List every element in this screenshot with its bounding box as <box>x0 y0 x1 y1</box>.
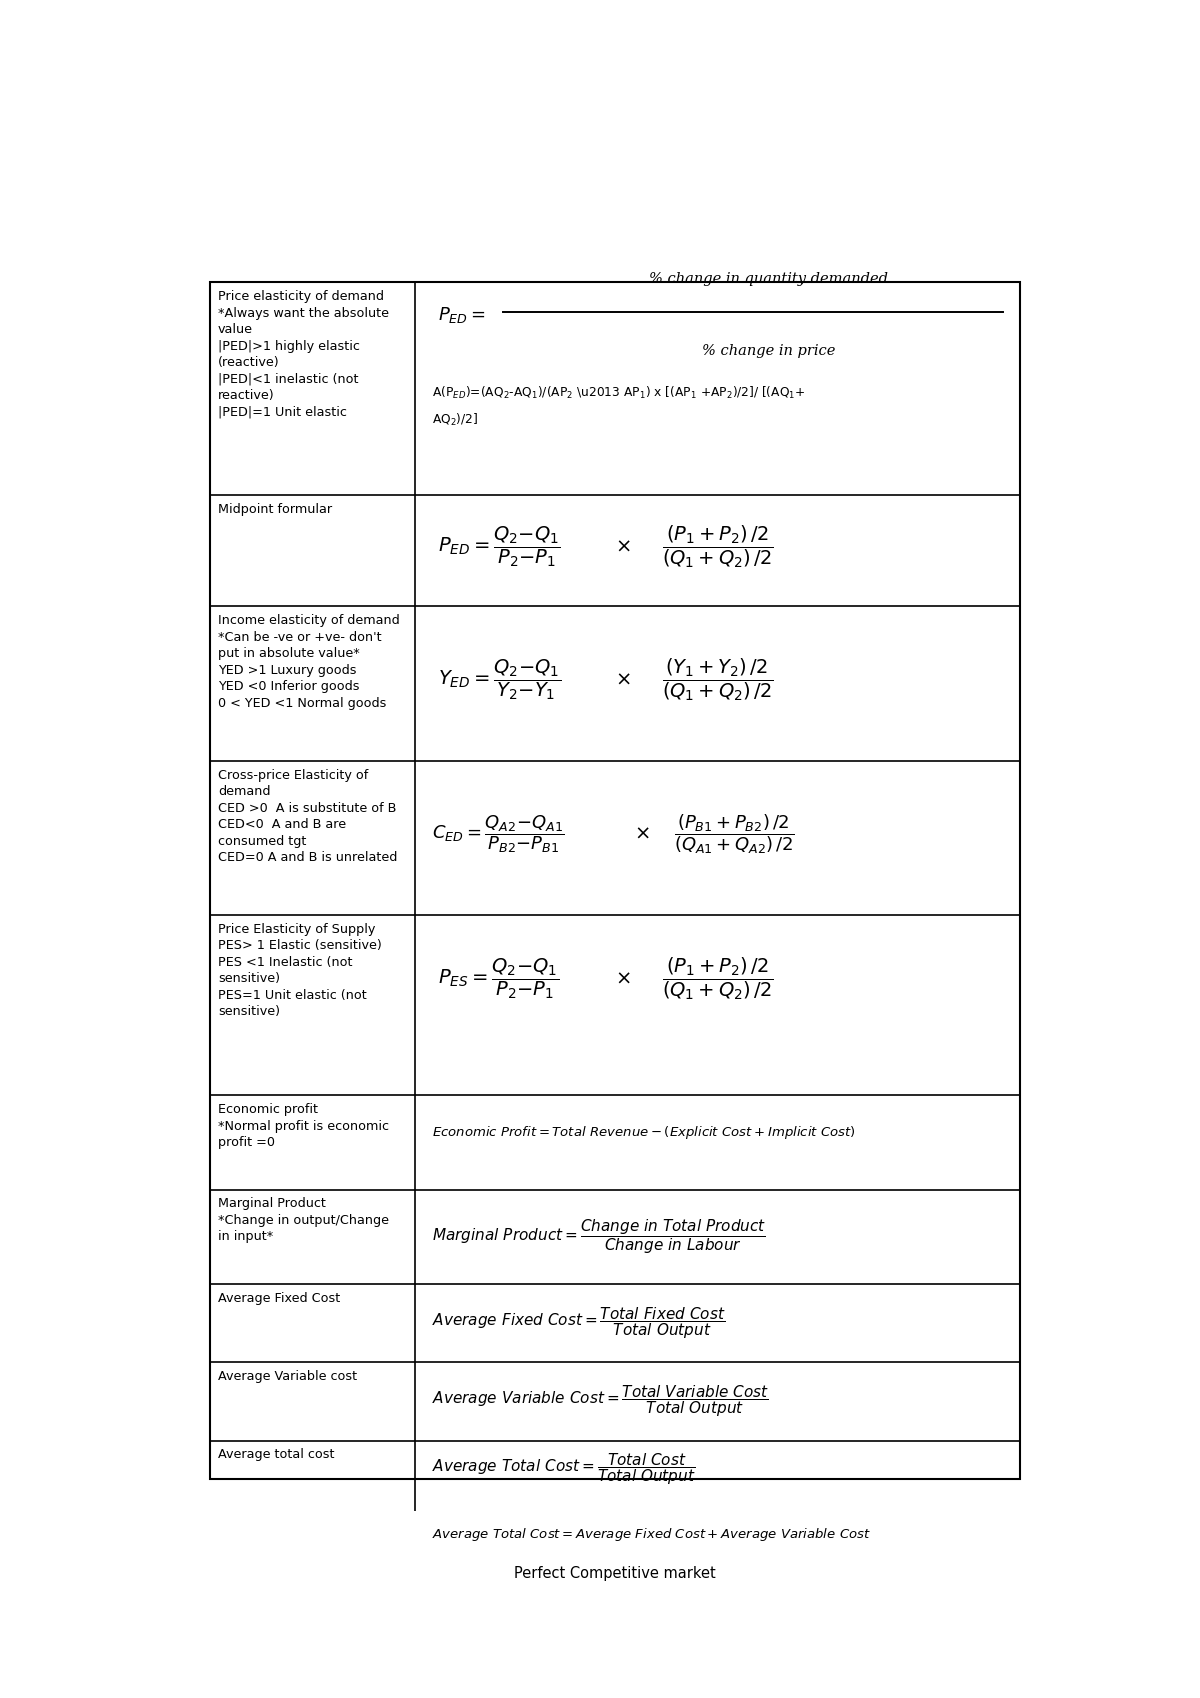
Text: $\mathit{Marginal\ Product} = \dfrac{\mathit{Change\ in\ Total\ Product}}{\mathi: $\mathit{Marginal\ Product} = \dfrac{\ma… <box>432 1217 767 1257</box>
Text: $\dfrac{(Y_1+Y_2)\,/2}{(Q_1+Q_2)\,/2}$: $\dfrac{(Y_1+Y_2)\,/2}{(Q_1+Q_2)\,/2}$ <box>661 657 773 703</box>
Text: Midpoint formular: Midpoint formular <box>218 503 332 516</box>
Text: $\dfrac{(P_1+P_2)\,/2}{(Q_1+Q_2)\,/2}$: $\dfrac{(P_1+P_2)\,/2}{(Q_1+Q_2)\,/2}$ <box>661 523 773 571</box>
Text: $\mathit{Average\ Total\ Cost = Average\ Fixed\ Cost + Average\ Variable\ Cost}$: $\mathit{Average\ Total\ Cost = Average\… <box>432 1527 871 1543</box>
Text: $\dfrac{(P_{B1}+P_{B2})\,/2}{(Q_{A1}+Q_{A2})\,/2}$: $\dfrac{(P_{B1}+P_{B2})\,/2}{(Q_{A1}+Q_{… <box>673 812 794 856</box>
Text: Price elasticity of demand
*Always want the absolute
value
|PED|>1 highly elasti: Price elasticity of demand *Always want … <box>218 290 389 418</box>
Text: $\mathit{Average\ Total\ Cost} = \dfrac{\mathit{Total\ Cost}}{\mathit{Total\ Out: $\mathit{Average\ Total\ Cost} = \dfrac{… <box>432 1452 696 1487</box>
Text: $\mathit{Y}_{ED}=\dfrac{Q_2\mathit{-}Q_1}{Y_2\mathit{-}Y_1}$: $\mathit{Y}_{ED}=\dfrac{Q_2\mathit{-}Q_1… <box>438 657 562 701</box>
Text: Average Variable cost: Average Variable cost <box>218 1370 358 1382</box>
Text: Economic profit
*Normal profit is economic
profit =0: Economic profit *Normal profit is econom… <box>218 1104 389 1150</box>
Text: % change in price: % change in price <box>702 343 835 358</box>
Text: % change in quantity demanded: % change in quantity demanded <box>649 272 888 287</box>
Text: $\mathit{P}_{ED}=\dfrac{Q_2\mathit{-}Q_1}{P_2\mathit{-}P_1}$: $\mathit{P}_{ED}=\dfrac{Q_2\mathit{-}Q_1… <box>438 525 562 569</box>
Text: Average Fixed Cost: Average Fixed Cost <box>218 1292 340 1304</box>
Text: Marginal Product
*Change in output/Change
in input*: Marginal Product *Change in output/Chang… <box>218 1197 389 1243</box>
Text: $\times$: $\times$ <box>616 671 631 689</box>
Text: $\times$: $\times$ <box>616 970 631 987</box>
Text: Average total cost: Average total cost <box>218 1448 335 1462</box>
Text: $\dfrac{(P_1+P_2)\,/2}{(Q_1+Q_2)\,/2}$: $\dfrac{(P_1+P_2)\,/2}{(Q_1+Q_2)\,/2}$ <box>661 954 773 1002</box>
Text: $\times$: $\times$ <box>616 538 631 555</box>
Text: $\times$: $\times$ <box>634 825 649 842</box>
Bar <box>210 282 1020 1479</box>
Text: Income elasticity of demand
*Can be -ve or +ve- don't
put in absolute value*
YED: Income elasticity of demand *Can be -ve … <box>218 615 400 710</box>
Text: $\mathit{Average\ Fixed\ Cost} = \dfrac{\mathit{Total\ Fixed\ Cost}}{\mathit{Tot: $\mathit{Average\ Fixed\ Cost} = \dfrac{… <box>432 1306 725 1341</box>
Text: Perfect Competitive market: Perfect Competitive market <box>514 1567 716 1581</box>
Text: $\mathit{P}_{ED}=$: $\mathit{P}_{ED}=$ <box>438 306 486 324</box>
Text: AQ$_2$)/2]: AQ$_2$)/2] <box>432 411 478 428</box>
Text: $\mathit{P}_{ES}=\dfrac{Q_2\mathit{-}Q_1}{P_2\mathit{-}P_1}$: $\mathit{P}_{ES}=\dfrac{Q_2\mathit{-}Q_1… <box>438 956 559 1000</box>
Text: A(P$_\mathit{ED}$)=(AQ$_2$-AQ$_1$)/(AP$_2$ \u2013 AP$_1$) x [(AP$_1$ +AP$_2$)/2]: A(P$_\mathit{ED}$)=(AQ$_2$-AQ$_1$)/(AP$_… <box>432 385 805 401</box>
Text: Cross-price Elasticity of
demand
CED >0  A is substitute of B
CED<0  A and B are: Cross-price Elasticity of demand CED >0 … <box>218 769 397 864</box>
Text: $\mathit{C}_{ED}=\dfrac{Q_{A2}\mathit{-}Q_{A1}}{P_{B2}\mathit{-}P_{B1}}$: $\mathit{C}_{ED}=\dfrac{Q_{A2}\mathit{-}… <box>432 813 564 854</box>
Text: Price Elasticity of Supply
PES> 1 Elastic (sensitive)
PES <1 Inelastic (not
sens: Price Elasticity of Supply PES> 1 Elasti… <box>218 924 382 1019</box>
Text: $\mathit{Average\ Variable\ Cost} = \dfrac{\mathit{Total\ Variable\ Cost}}{\math: $\mathit{Average\ Variable\ Cost} = \dfr… <box>432 1384 769 1420</box>
Text: $\mathit{Economic\ Profit = Total\ Revenue - (Explicit\ Cost + Implicit\ Cost)}$: $\mathit{Economic\ Profit = Total\ Reven… <box>432 1124 856 1141</box>
